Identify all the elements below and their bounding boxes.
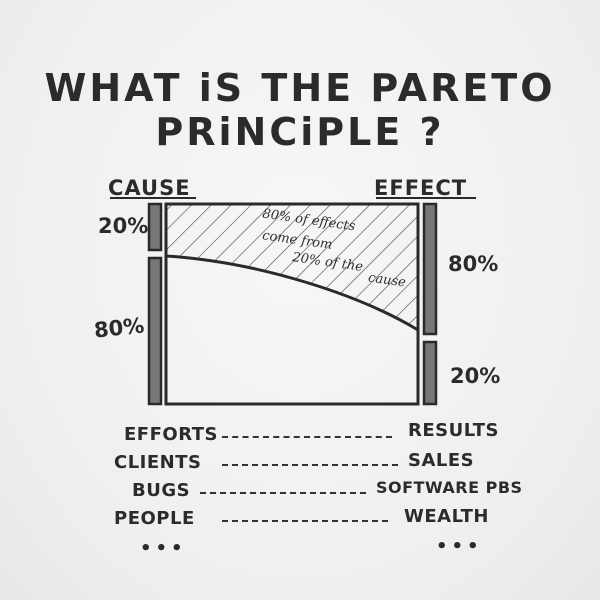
example-connector-2: [200, 492, 366, 494]
example-cause-2: BUGS: [132, 480, 191, 501]
ellipsis-right: •••: [436, 536, 483, 557]
cause-top-percent: 20%: [98, 214, 149, 238]
pareto-curve: [165, 254, 419, 332]
example-effect-1: SALES: [408, 450, 475, 471]
cause-bar-80: [147, 256, 163, 406]
main-box: [164, 202, 420, 406]
example-connector-1: [222, 464, 398, 466]
effect-label: EFFECT: [374, 176, 468, 200]
title-line-1: WHAT iS THE PARETO: [44, 66, 556, 110]
effect-top-percent: 80%: [448, 252, 499, 276]
example-cause-0: EFFORTS: [124, 424, 218, 445]
example-effect-2: SOFTWARE PBS: [376, 478, 523, 497]
effect-bar-80: [422, 202, 438, 336]
example-cause-1: CLIENTS: [114, 452, 202, 473]
effect-bar-20: [422, 340, 438, 406]
cause-label: CAUSE: [108, 176, 191, 200]
example-cause-3: PEOPLE: [114, 508, 195, 529]
example-effect-3: WEALTH: [404, 506, 489, 527]
example-connector-0: [222, 436, 392, 438]
example-connector-3: [222, 520, 388, 522]
title-line-2: PRiNCiPLE ?: [155, 110, 445, 154]
ellipsis-left: •••: [140, 538, 187, 559]
example-effect-0: RESULTS: [408, 420, 499, 441]
cause-bar-20: [147, 202, 163, 252]
effect-bottom-percent: 20%: [450, 364, 501, 388]
